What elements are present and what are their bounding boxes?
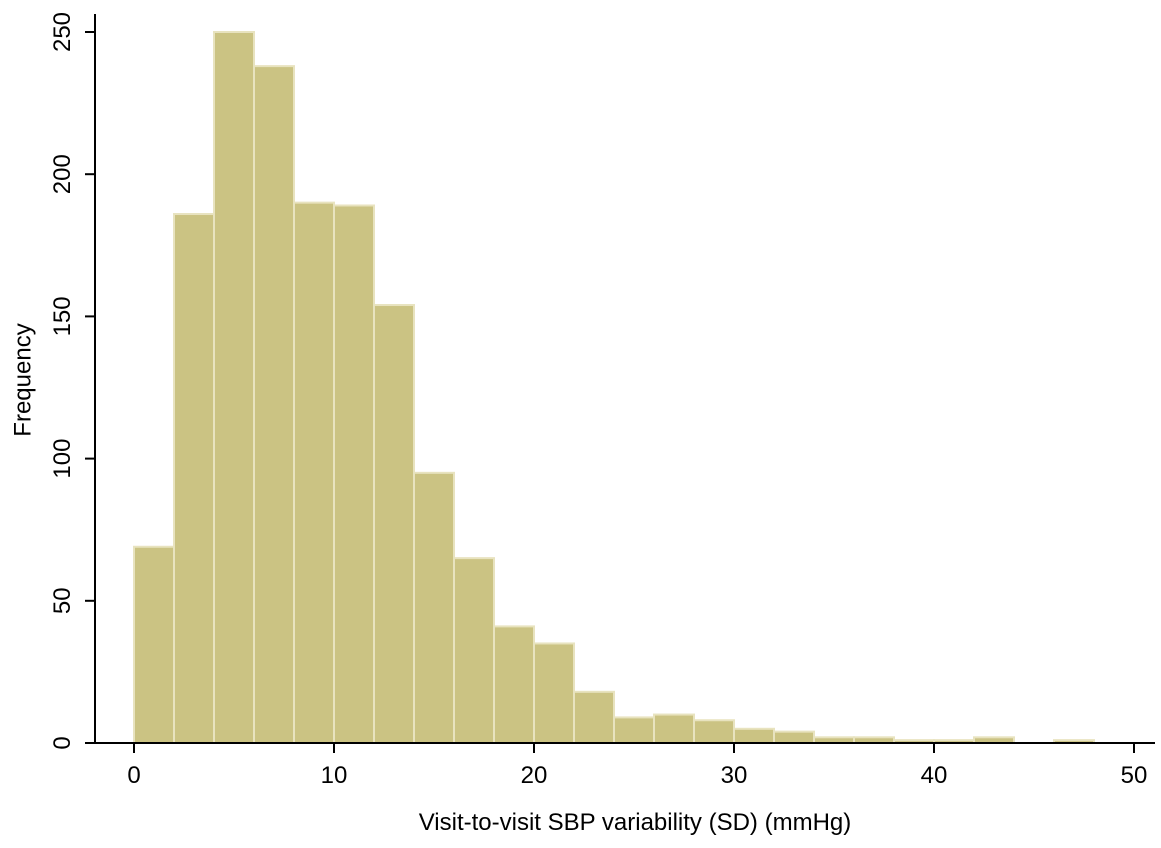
bar — [333, 204, 375, 744]
bar — [213, 31, 255, 744]
bar — [733, 727, 775, 745]
bar — [173, 213, 215, 745]
x-tick-label: 30 — [721, 762, 748, 789]
y-tick-label: 200 — [49, 154, 76, 194]
bar — [453, 557, 495, 745]
bar — [133, 545, 175, 744]
y-tick-label: 250 — [49, 12, 76, 52]
x-tick-label: 20 — [521, 762, 548, 789]
y-tick-label: 0 — [49, 736, 76, 749]
bar — [293, 201, 335, 744]
y-axis-title: Frequency — [9, 323, 36, 436]
bar — [613, 716, 655, 744]
x-tick-label: 50 — [1121, 762, 1148, 789]
x-tick-label: 10 — [321, 762, 348, 789]
bar — [533, 642, 575, 745]
bar — [773, 730, 815, 745]
x-axis-title: Visit-to-visit SBP variability (SD) (mmH… — [419, 809, 852, 836]
x-tick-label: 40 — [921, 762, 948, 789]
y-tick-label: 100 — [49, 439, 76, 479]
y-tick-label: 50 — [49, 587, 76, 614]
bar — [653, 713, 695, 744]
bar — [413, 471, 455, 744]
bar — [573, 690, 615, 744]
y-tick-label: 150 — [49, 296, 76, 336]
bar — [493, 625, 535, 744]
bar — [373, 304, 415, 744]
x-tick-label: 0 — [127, 762, 140, 789]
bar — [253, 65, 295, 745]
bar — [693, 719, 735, 744]
